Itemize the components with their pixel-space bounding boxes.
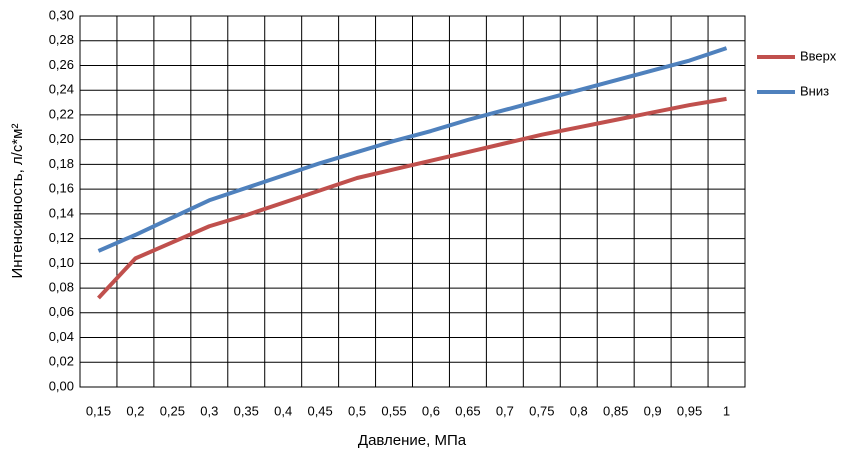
- y-tick-label: 0,26: [49, 57, 74, 72]
- y-tick-label: 0,30: [49, 7, 74, 22]
- x-tick-label: 0,2: [126, 403, 144, 418]
- y-tick-label: 0,04: [49, 329, 74, 344]
- series-line: [97, 46, 728, 253]
- y-tick-label: 0,10: [49, 255, 74, 270]
- x-tick-label: 0,7: [496, 403, 514, 418]
- y-tick-label: 0,06: [49, 304, 74, 319]
- y-tick-label: 0,16: [49, 181, 74, 196]
- x-tick-label: 0,5: [348, 403, 366, 418]
- y-tick-label: 0,12: [49, 230, 74, 245]
- legend-label: Вниз: [800, 83, 829, 98]
- series-line: [97, 96, 727, 300]
- x-tick-label: 0,8: [570, 403, 588, 418]
- x-axis-title: Давление, МПа: [358, 432, 467, 449]
- x-tick-label: 0,25: [160, 403, 185, 418]
- y-tick-label: 0,18: [49, 156, 74, 171]
- x-tick-label: 0,75: [529, 403, 554, 418]
- x-tick-label: 0,35: [234, 403, 259, 418]
- x-tick-label: 1: [723, 403, 730, 418]
- x-tick-label: 0,45: [307, 403, 332, 418]
- y-tick-label: 0,14: [49, 205, 74, 220]
- x-tick-label: 0,3: [200, 403, 218, 418]
- y-tick-label: 0,00: [49, 378, 74, 393]
- y-tick-label: 0,08: [49, 280, 74, 295]
- y-tick-label: 0,24: [49, 82, 74, 97]
- y-tick-label: 0,20: [49, 131, 74, 146]
- x-tick-label: 0,65: [455, 403, 480, 418]
- x-tick-label: 0,15: [86, 403, 111, 418]
- y-tick-label: 0,02: [49, 354, 74, 369]
- y-tick-label: 0,22: [49, 106, 74, 121]
- x-tick-label: 0,6: [422, 403, 440, 418]
- x-tick-label: 0,95: [677, 403, 702, 418]
- x-tick-label: 0,55: [381, 403, 406, 418]
- x-tick-label: 0,9: [644, 403, 662, 418]
- x-tick-label: 0,85: [603, 403, 628, 418]
- y-axis-title: Интенсивность, л/с*м²: [9, 124, 26, 279]
- plot-frame: [79, 15, 746, 388]
- x-tick-label: 0,4: [274, 403, 292, 418]
- legend-label: Вверх: [800, 48, 837, 63]
- y-tick-label: 0,28: [49, 32, 74, 47]
